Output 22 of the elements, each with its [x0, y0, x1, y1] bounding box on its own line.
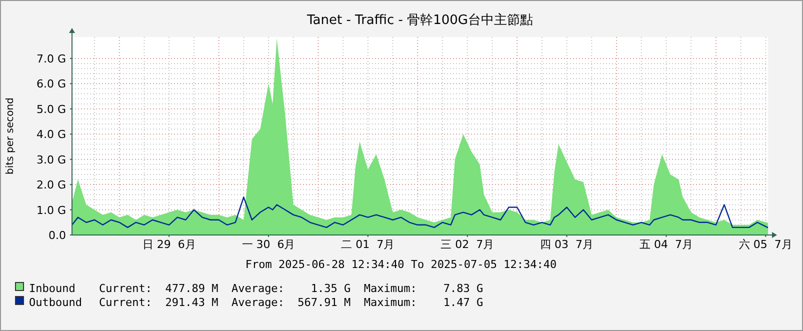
y-axis-title: bits per second: [5, 98, 16, 174]
y-tick-label: 1.0 G: [36, 204, 66, 217]
x-tick-label: 一 30 6月: [242, 238, 296, 251]
legend-label: Outbound: [29, 296, 82, 309]
x-tick-label: 三 02 7月: [440, 238, 494, 251]
x-tick-label: 六 05 7月: [738, 238, 792, 251]
x-axis-title: From 2025-06-28 12:34:40 To 2025-07-05 12:34:40: [245, 258, 557, 271]
text: Current: 291.43 M Average: 567.91 M Maximum: 1.47 G: [99, 296, 484, 309]
legend-label: Inbound: [29, 282, 76, 295]
y-tick-label: 0.0: [48, 229, 66, 242]
y-tick-label: 2.0 G: [36, 178, 66, 192]
x-tick-label: 四 03 7月: [540, 238, 594, 251]
y-tick-label: 4.0 G: [36, 128, 66, 142]
y-tick-label: 6.0 G: [36, 78, 66, 91]
y-tick-label: 3.0 G: [36, 153, 66, 166]
text: Current: 477.89 M Average: 1.35 G Maximum: 7.83 G: [99, 282, 484, 295]
x-tick-label: 日 29 6月: [142, 238, 196, 251]
y-tick-label: 7.0 G: [36, 52, 66, 66]
y-tick-label: 5.0 G: [36, 102, 66, 116]
x-tick-label: 二 01 7月: [341, 238, 395, 251]
chart-title: Tanet - Traffic - 骨幹100G台中主節點: [306, 12, 533, 28]
x-tick-label: 五 04 7月: [639, 238, 693, 251]
